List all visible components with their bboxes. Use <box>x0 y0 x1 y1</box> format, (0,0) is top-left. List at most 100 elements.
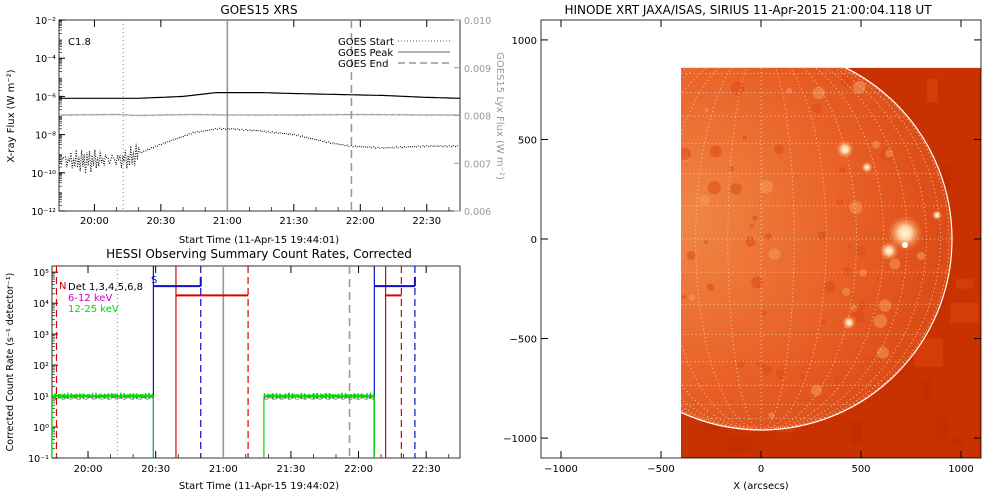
xrt-x-tick-label: 1000 <box>948 464 973 475</box>
xrt-disk-texture <box>786 87 793 94</box>
goes-y-tick-label: 10⁻¹⁰ <box>31 169 56 180</box>
hessi-x-tick-label: 21:00 <box>209 464 238 475</box>
xrt-meridian <box>637 47 762 431</box>
xrt-disk-texture <box>876 346 890 359</box>
hessi-y-tick-label: 10⁻¹ <box>28 454 49 465</box>
xrt-disk-texture <box>810 384 822 396</box>
xrt-y-tick-label: 500 <box>518 135 537 146</box>
xrt-disk-texture <box>799 373 805 379</box>
goes-y-tick-label: 10⁻¹² <box>31 207 56 218</box>
xrt-meridian <box>760 47 795 431</box>
xrt-x-tick-label: 0 <box>758 464 764 475</box>
xrt-corona-patch <box>728 438 752 453</box>
hessi-series-group <box>52 392 375 458</box>
xrt-outside-fov-top <box>681 20 981 68</box>
goes-x-tick-label: 22:00 <box>346 216 375 227</box>
hessi-y-tick-label: 10¹ <box>33 392 49 403</box>
xrt-disk-texture <box>730 183 742 195</box>
goes-y-label: X-ray Flux (W m⁻²) <box>6 69 17 162</box>
hessi-y-tick-label: 10⁵ <box>33 268 49 279</box>
xrt-active-region <box>887 215 923 251</box>
xrt-disk-texture <box>698 194 710 206</box>
xrt-disk-texture <box>878 299 892 312</box>
xrt-disk-texture <box>842 287 851 296</box>
xrt-y-tick-label: 1000 <box>512 36 537 47</box>
goes-y-tick-label: 10⁻² <box>35 16 56 27</box>
xrt-disk-texture <box>834 376 844 386</box>
hessi-x-tick-label: 22:30 <box>412 464 441 475</box>
xrt-disk-texture <box>865 355 876 367</box>
xrt-disk-texture <box>709 145 722 158</box>
xrt-disk-texture <box>729 166 735 171</box>
xrt-y-tick-label: 0 <box>531 235 537 246</box>
xrt-image-title: HINODE XRT JAXA/ISAS, SIRIUS 11-Apr-2015… <box>564 3 932 17</box>
hessi-12-25kev-series <box>52 392 154 458</box>
goes-x-tick-label: 21:00 <box>213 216 242 227</box>
xrt-limb-circle <box>569 47 953 431</box>
hessi-legend-6-12: 6-12 keV <box>68 293 112 304</box>
goes-annotation: C1.8 <box>68 37 91 48</box>
hessi-6-12kev-series <box>52 396 154 401</box>
xrt-disk-texture <box>768 248 781 260</box>
hessi-y-tick-label: 10⁰ <box>33 423 49 434</box>
xrt-disk-texture <box>755 361 761 367</box>
xrt-disk-texture <box>856 246 867 257</box>
xrt-x-tick-label: −1000 <box>544 464 578 475</box>
xrt-disk-texture <box>847 243 854 250</box>
xrt-active-region <box>931 209 943 221</box>
hessi-flag-s: S <box>151 275 157 286</box>
xrt-disk-texture <box>849 201 863 215</box>
xrt-solar-image-panel: HINODE XRT JAXA/ISAS, SIRIUS 11-Apr-2015… <box>503 3 982 492</box>
xrt-disk-texture <box>836 198 844 206</box>
goes-xrs-chart: GOES15 XRS 10⁻² 10⁻⁴ 10⁻⁶ 10⁻⁸ 10⁻¹⁰ 10⁻¹² 0.… <box>6 3 505 246</box>
hessi-y-axis: 10⁵ 10⁴ 10³ 10² 10¹ 10⁰ 10⁻¹ <box>28 268 58 465</box>
hessi-6-12kev-series <box>263 396 375 401</box>
xrt-x-tick-label: −500 <box>647 464 674 475</box>
xrt-disk-texture <box>761 310 768 316</box>
xrt-corona-patch <box>940 164 951 190</box>
xrt-disk-texture <box>730 81 745 96</box>
hessi-x-tick-label: 22:00 <box>344 464 373 475</box>
goes-y2-axis: 0.010 0.009 0.008 0.007 0.006 <box>454 16 491 218</box>
xrt-disk-texture <box>707 181 721 195</box>
xrt-image-area <box>541 20 981 458</box>
xrt-disk-texture <box>889 258 901 270</box>
goes-y2-tick-label: 0.009 <box>464 64 491 75</box>
xrt-corona-patch <box>951 437 964 447</box>
xrt-disk-texture <box>853 80 866 94</box>
goes-x-tick-label: 21:30 <box>279 216 308 227</box>
xrt-meridian <box>727 47 762 431</box>
goes-legend-start: GOES Start <box>338 37 394 48</box>
xrt-disk-texture <box>688 294 696 302</box>
goes-legend-end: GOES End <box>338 59 388 70</box>
hessi-legend-det: Det 1,3,4,5,6,8 <box>68 282 143 293</box>
xrt-disk-texture <box>823 280 836 293</box>
hessi-x-tick-label: 21:30 <box>277 464 306 475</box>
goes-short-channel-series <box>59 127 460 174</box>
xrt-corona-patch <box>927 78 938 103</box>
hessi-event-markers <box>116 266 351 458</box>
xrt-disk-texture <box>706 283 715 292</box>
xrt-meridian <box>760 47 908 431</box>
hessi-y-label: Corrected Count Rate (s⁻¹ detector⁻¹) <box>5 273 16 452</box>
xrt-disk-texture <box>751 276 763 289</box>
goes-y-tick-label: 10⁻⁴ <box>35 54 56 65</box>
xrt-disk-texture <box>678 147 691 161</box>
xrt-meridian <box>760 47 950 431</box>
xrt-disk-texture <box>773 143 785 155</box>
xrt-corona-patch <box>923 380 932 400</box>
hessi-x-tick-label: 20:30 <box>141 464 170 475</box>
xrt-disk-texture <box>916 251 926 261</box>
hessi-chart-title: HESSI Observing Summary Count Rates, Cor… <box>106 247 412 261</box>
xrt-disk-texture <box>704 107 709 113</box>
goes-y2-tick-label: 0.007 <box>464 159 491 170</box>
xrt-y-axis: 1000 500 0 −500 −1000 <box>503 36 981 445</box>
xrt-x-tick-label: 500 <box>851 464 870 475</box>
xrt-disk-texture <box>925 201 933 209</box>
goes-series-group <box>59 91 460 174</box>
xrt-disk-texture <box>885 149 894 158</box>
xrt-disk-texture <box>812 103 822 113</box>
xrt-disk-texture <box>760 362 765 368</box>
solar-disk-image <box>541 20 981 458</box>
